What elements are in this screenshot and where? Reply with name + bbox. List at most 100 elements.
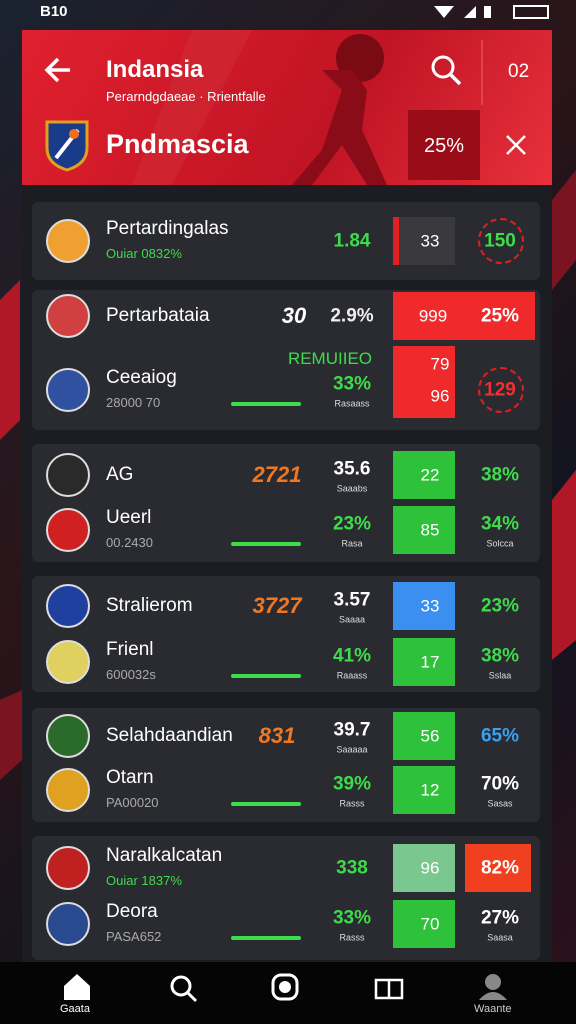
status-icons [434, 5, 549, 19]
stat-box-value: 17 [420, 652, 440, 672]
stat-right: 34% [480, 513, 520, 535]
progress-bar [231, 936, 301, 940]
value-sub: Rasss [339, 932, 365, 943]
stat-right: 25% [480, 305, 520, 327]
team-sub: PA00020 [106, 795, 159, 810]
team-avatar [46, 368, 90, 412]
team-value: 1.84 [333, 230, 371, 252]
stat-ring [478, 218, 524, 264]
header-title: Indansia [106, 56, 204, 83]
stat-ring [478, 367, 524, 413]
team-name: Selahdaandian [106, 725, 233, 746]
stat-right: 23% [480, 595, 520, 617]
team-name: Frienl [106, 639, 154, 660]
progress-bar [231, 802, 301, 806]
team-sub: 00.2430 [106, 535, 153, 550]
team-score: 30 [281, 303, 307, 328]
progress-bar [231, 542, 301, 546]
nav-profile-label[interactable]: Waante [474, 1003, 512, 1015]
header [22, 30, 552, 185]
search-button[interactable] [428, 52, 464, 88]
stat-box [393, 766, 455, 814]
team-score: 2721 [252, 462, 302, 487]
nav-icons [64, 973, 507, 1003]
header-badge[interactable]: 02 [508, 61, 530, 82]
team-name: Stralierom [106, 595, 193, 616]
team-avatar [46, 584, 90, 628]
value-sub: Rasss [339, 798, 365, 809]
stat-box [393, 582, 455, 630]
team-name: Ueerl [106, 507, 152, 528]
team-value: 2.9% [330, 305, 374, 327]
stat-right: 129 [484, 379, 516, 401]
stat-box [393, 844, 455, 892]
team-avatar [46, 846, 90, 890]
stat-box-value: 85 [420, 520, 440, 540]
progress-bar [231, 402, 301, 406]
value-sub: Saaabs [336, 483, 368, 494]
team-value: 41% [332, 645, 372, 667]
team-sub: 28000 70 [106, 395, 161, 410]
status-time: B10 [40, 3, 68, 20]
team-logo [45, 120, 89, 172]
stat-box [393, 451, 455, 499]
stat-right: 38% [480, 645, 520, 667]
stat-box-value: 33 [420, 596, 440, 616]
stat-box-value: 56 [420, 726, 440, 746]
team-value: 338 [336, 857, 368, 879]
back-button[interactable] [40, 52, 76, 88]
stat-box [393, 217, 455, 265]
stat-box-value: 96 [420, 858, 440, 878]
team-name: Pertarbataia [106, 305, 210, 326]
team-avatar [46, 294, 90, 338]
stat-box-value: 96 [430, 386, 450, 406]
stat-right: 150 [484, 230, 516, 252]
match-card [32, 576, 540, 692]
stat-box [393, 712, 455, 760]
team-name: Ceeaiog [106, 367, 177, 388]
team-avatar [46, 714, 90, 758]
team-avatar [46, 902, 90, 946]
team-value: 3.57 [333, 589, 371, 611]
bottom-nav [0, 962, 576, 1024]
team-value: 35.6 [333, 458, 371, 480]
stat-box-value: 999 [418, 306, 448, 326]
team-value: 39% [332, 773, 372, 795]
team-name: Naralkalcatan [106, 845, 223, 866]
team-tag: REMUIIEO [287, 349, 372, 368]
team-score: 831 [258, 723, 296, 748]
stat-right-sub: Sasas [487, 798, 513, 809]
team-name: Otarn [106, 767, 154, 788]
stat-box-value: 70 [420, 914, 440, 934]
header-subtitle: Perarndgdaeae · Rrientfalle [106, 89, 266, 104]
team-stat: 25% [424, 135, 465, 157]
stat-box [393, 292, 535, 340]
stat-box-value: 12 [420, 780, 440, 800]
close-button[interactable] [502, 131, 530, 159]
stat-right-sub: Solcca [486, 538, 514, 549]
team-value: 33% [332, 373, 372, 395]
stat-box-top: 79 [430, 354, 450, 374]
stat-box-value: 22 [420, 465, 440, 485]
value-sub: Rasa [341, 538, 363, 549]
header-art [132, 30, 483, 185]
stat-box [393, 506, 455, 554]
value-sub: Raaass [336, 670, 368, 681]
team-avatar [46, 453, 90, 497]
stat-box-right [465, 844, 531, 892]
team-name: Pertardingalas [106, 218, 229, 239]
team-avatar [46, 219, 90, 263]
team-avatar [46, 640, 90, 684]
stat-box [393, 638, 455, 686]
stat-box [393, 900, 455, 948]
stat-box-value: 33 [420, 231, 440, 251]
progress-bar [231, 674, 301, 678]
nav-home-label[interactable]: Gaata [60, 1003, 90, 1015]
value-sub: Saaaa [338, 614, 366, 625]
team-avatar [46, 768, 90, 812]
team-name: Pndmascia [106, 129, 249, 159]
stat-right-sub: Sslaa [488, 670, 512, 681]
team-name: AG [106, 464, 134, 485]
